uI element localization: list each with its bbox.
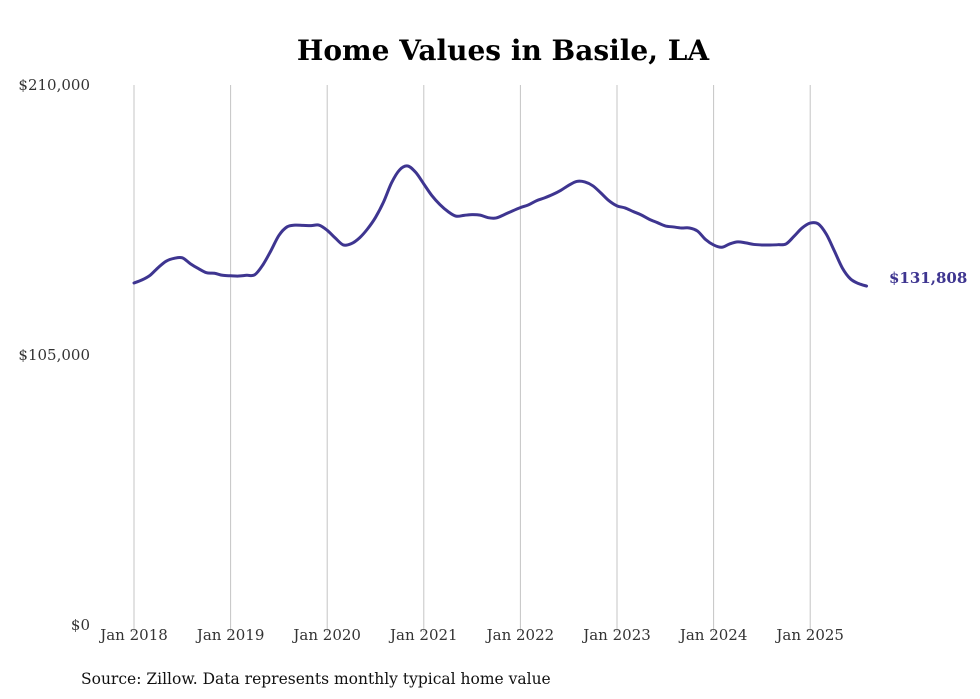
x-tick-label: Jan 2021 [388, 626, 458, 644]
y-tick-label: $210,000 [18, 76, 90, 94]
x-tick-label: Jan 2023 [581, 626, 651, 644]
chart-title: Home Values in Basile, LA [297, 34, 711, 67]
series-layer [132, 164, 869, 288]
source-note: Source: Zillow. Data represents monthly … [81, 670, 551, 688]
y-tick-label: $0 [71, 616, 90, 634]
x-tick-label: Jan 2018 [98, 626, 168, 644]
y-tick-label: $105,000 [18, 346, 90, 364]
x-tick-label: Jan 2022 [485, 626, 555, 644]
end-value-label: $131,808 [889, 269, 967, 287]
x-tick-label: Jan 2020 [291, 626, 361, 644]
x-axis-ticks: Jan 2018 Jan 2019 Jan 2020 Jan 2021 Jan 2022… [98, 626, 844, 644]
series-line-0 [132, 164, 869, 288]
x-tick-label: Jan 2024 [678, 626, 748, 644]
y-axis-ticks: $0 $105,000 $210,000 [18, 76, 90, 634]
x-tick-label: Jan 2025 [774, 626, 844, 644]
x-tick-label: Jan 2019 [195, 626, 265, 644]
gridlines [133, 85, 811, 632]
